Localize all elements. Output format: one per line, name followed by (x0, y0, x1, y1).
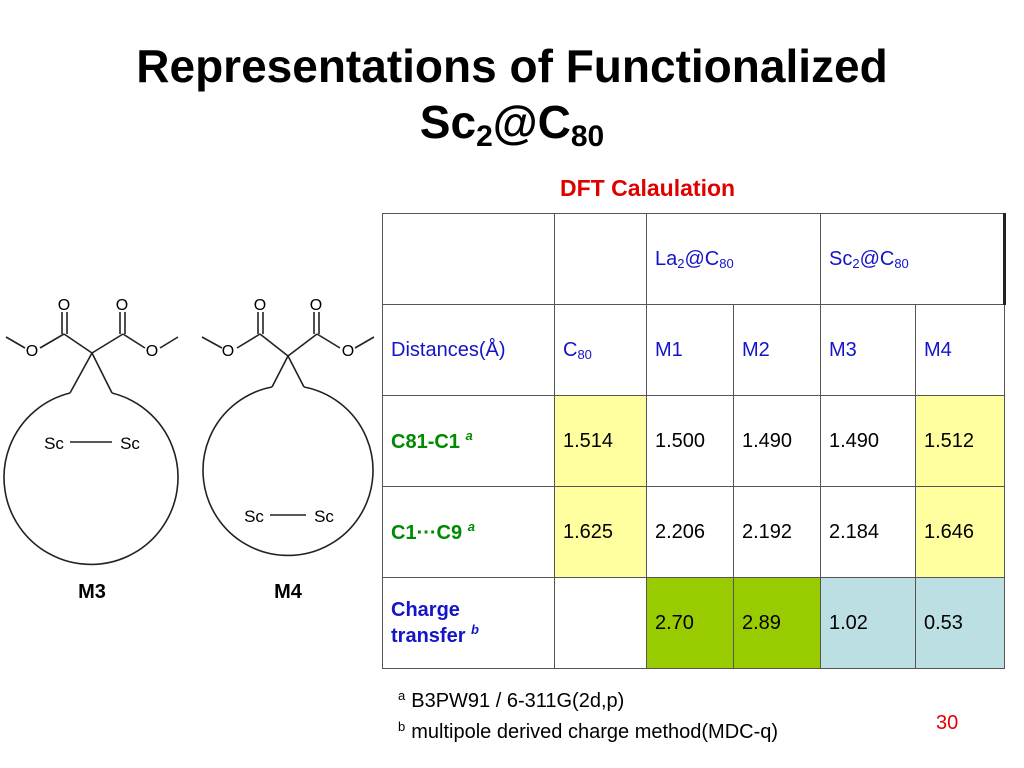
table-row-c1-c9: C1···C9 a 1.625 2.206 2.192 2.184 1.646 (382, 486, 1005, 578)
model-c80: C80 (554, 304, 647, 396)
footnote-a: a B3PW91 / 6-311G(2d,p) (398, 688, 625, 712)
m3-label: M3 (78, 581, 106, 603)
cell-c1-c9-m3: 2.184 (820, 486, 916, 578)
dft-results-table: La2@C80 Sc2@C80 Distances(Å) C80 M1 M2 M… (382, 213, 1006, 669)
cell-charge-m2: 2.89 (733, 577, 821, 669)
row-label-c1-c9: C1···C9 a (382, 486, 555, 578)
structure-m3-diagram: O O O O Sc Sc M3 (3, 297, 179, 603)
header-sc2c80: Sc2@C80 (820, 213, 1006, 305)
cell-c1-c9-c80: 1.625 (554, 486, 647, 578)
table-header-row: La2@C80 Sc2@C80 (382, 213, 1006, 305)
cell-charge-m3: 1.02 (820, 577, 916, 669)
model-m1: M1 (646, 304, 734, 396)
structure-m4-diagram: O O O O Sc Sc M4 (201, 297, 375, 603)
cell-c1-c9-m2: 2.192 (733, 486, 821, 578)
m4-oxygen-right: O (310, 297, 322, 314)
dft-subtitle: DFT Calaulation (560, 175, 736, 201)
table-model-row: Distances(Å) C80 M1 M2 M3 M4 (382, 304, 1005, 396)
cell-c81-c1-c80: 1.514 (554, 395, 647, 487)
title-line-2: Sc2@C80 (0, 94, 1024, 153)
cell-charge-m1: 2.70 (646, 577, 734, 669)
cell-c1-c9-m1: 2.206 (646, 486, 734, 578)
m3-oxygen-right: O (116, 297, 128, 314)
m4-oxygen-ester-left: O (222, 343, 234, 360)
cell-c81-c1-m4: 1.512 (915, 395, 1005, 487)
title-sub-2: 2 (476, 120, 493, 153)
m4-sc-left: Sc (244, 507, 264, 526)
model-m2: M2 (733, 304, 821, 396)
table-row-c81-c1: C81-C1 a 1.514 1.500 1.490 1.490 1.512 (382, 395, 1005, 487)
header-empty-2 (554, 213, 647, 305)
m3-oxygen-ester-left: O (26, 343, 38, 360)
cell-c81-c1-m1: 1.500 (646, 395, 734, 487)
m3-oxygen-left: O (58, 297, 70, 314)
cell-charge-c80 (554, 577, 647, 669)
cell-c1-c9-m4: 1.646 (915, 486, 1005, 578)
model-m4: M4 (915, 304, 1005, 396)
header-empty-1 (382, 213, 555, 305)
table-row-charge-transfer: Charge transfer b 2.70 2.89 1.02 0.53 (382, 577, 1005, 669)
cell-c81-c1-m3: 1.490 (820, 395, 916, 487)
footnote-b: b multipole derived charge method(MDC-q) (398, 719, 779, 743)
title-sub-80: 80 (570, 120, 605, 153)
title-line-1: Representations of Functionalized (136, 40, 888, 92)
model-m3: M3 (820, 304, 916, 396)
title-sc: Sc (419, 96, 477, 148)
m4-sc-right: Sc (314, 507, 334, 526)
m3-oxygen-ester-right: O (146, 343, 158, 360)
cell-c81-c1-m2: 1.490 (733, 395, 821, 487)
m3-sc-left: Sc (44, 434, 64, 453)
distances-label: Distances(Å) (382, 304, 555, 396)
m4-label: M4 (274, 581, 303, 603)
title-at-c: @C (492, 96, 571, 148)
page-title: Representations of Functionalized Sc2@C8… (0, 38, 1024, 153)
header-la2c80: La2@C80 (646, 213, 821, 305)
m4-oxygen-ester-right: O (342, 343, 354, 360)
cell-charge-m4: 0.53 (915, 577, 1005, 669)
m4-oxygen-left: O (254, 297, 266, 314)
m3-sc-right: Sc (120, 434, 140, 453)
page-number: 30 (936, 712, 959, 734)
row-label-c81-c1: C81-C1 a (382, 395, 555, 487)
footnotes: a B3PW91 / 6-311G(2d,p) b multipole derive… (398, 683, 778, 745)
row-label-charge-transfer: Charge transfer b (382, 577, 555, 669)
